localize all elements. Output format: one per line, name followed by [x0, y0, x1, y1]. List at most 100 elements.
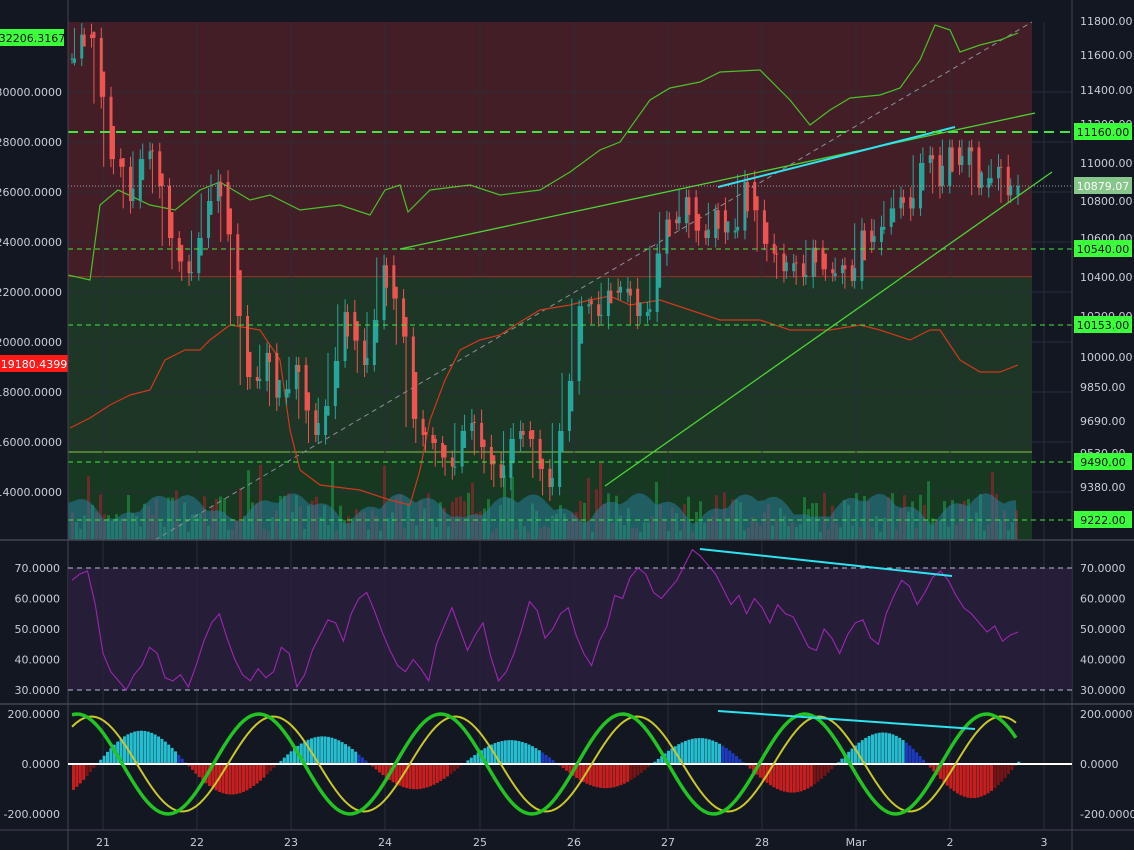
level-badge: 9222.00: [1074, 511, 1132, 528]
macd-hist-bar: [952, 764, 956, 792]
macd-hist-bar: [711, 740, 715, 764]
x-axis-tick-label: 2: [947, 836, 954, 849]
macd-hist-bar: [429, 764, 432, 787]
macd-hist-bar: [993, 764, 997, 789]
macd-left-tick: -200.0000: [4, 808, 60, 821]
macd-hist-bar: [728, 750, 732, 764]
macd-hist-bar: [667, 750, 670, 764]
candle-body: [599, 315, 603, 317]
macd-hist-bar: [191, 764, 194, 771]
right-axis-tick-label: 9690.00: [1080, 415, 1126, 428]
macd-hist-bar: [731, 753, 735, 764]
level-badge-text: 9490.00: [1080, 456, 1126, 469]
candle-body: [246, 316, 250, 377]
macd-hist-bar: [578, 764, 582, 781]
candle-body: [343, 312, 347, 361]
candle-body: [160, 173, 164, 186]
rsi-left-tick: 30.0000: [15, 684, 61, 697]
candle-body: [811, 247, 815, 277]
level-badge-bg: [1074, 240, 1132, 257]
macd-hist-bar: [374, 764, 378, 770]
macd-hist-bar: [78, 764, 82, 784]
candle-body: [324, 406, 328, 435]
macd-hist-bar: [656, 758, 660, 764]
candle-body: [316, 423, 320, 435]
macd-hist-bar: [616, 764, 619, 787]
macd-hist-bar: [1017, 761, 1021, 764]
candle-body: [821, 247, 825, 270]
candle-body: [404, 317, 408, 337]
macd-hist-bar: [435, 764, 439, 783]
macd-hist-bar: [565, 764, 568, 771]
candle-body: [967, 147, 971, 165]
macd-hist-bar: [629, 764, 633, 780]
macd-hist-bar: [323, 736, 327, 764]
macd-hist-bar: [150, 732, 154, 764]
candle-body: [587, 304, 591, 307]
macd-hist-bar: [439, 764, 443, 781]
macd-hist-bar: [867, 736, 871, 764]
macd-hist-bar: [231, 764, 235, 795]
volume-bar: [587, 477, 590, 540]
macd-hist-bar: [357, 754, 361, 764]
macd-hist-bar: [425, 764, 429, 788]
macd-hist-bar: [588, 764, 592, 786]
candle-body: [150, 150, 154, 152]
candle-body: [567, 381, 571, 431]
level-badge-bg: [1074, 123, 1132, 140]
candle-body: [285, 389, 289, 398]
macd-hist-bar: [133, 731, 137, 764]
candle-body: [714, 210, 718, 238]
macd-hist-bar: [405, 764, 409, 789]
candle-body: [99, 38, 103, 97]
candle-body: [794, 262, 798, 264]
macd-hist-bar: [180, 758, 184, 764]
macd-hist-bar: [225, 764, 228, 795]
candle-body: [463, 431, 467, 448]
candle-body: [706, 229, 710, 238]
macd-hist-bar: [72, 764, 75, 790]
left-axis-tick-label: 18000.0000: [0, 386, 62, 399]
macd-right-tick: 200.0000: [1080, 708, 1133, 721]
candle-body: [433, 439, 437, 443]
candle-body: [570, 381, 574, 412]
macd-hist-bar: [238, 764, 242, 794]
macd-hist-bar: [194, 764, 198, 774]
macd-right-tick: 0.0000: [1080, 758, 1119, 771]
left-axis-tick-label: 14000.0000: [0, 486, 62, 499]
macd-hist-bar: [500, 741, 504, 764]
candle-body: [385, 265, 389, 288]
macd-hist-bar: [595, 764, 599, 788]
candle-body: [977, 147, 981, 188]
macd-hist-bar: [507, 740, 511, 764]
candle-body: [180, 244, 184, 262]
candle-body: [950, 147, 954, 172]
macd-hist-bar: [85, 764, 89, 777]
macd-hist-bar: [299, 743, 303, 764]
macd-hist-bar: [381, 764, 385, 776]
rsi-right-tick: 50.0000: [1080, 623, 1126, 636]
candle-body: [443, 445, 447, 458]
macd-hist-bar: [208, 764, 211, 786]
macd-hist-bar: [378, 764, 381, 773]
macd-hist-bar: [197, 764, 201, 778]
candle-body: [109, 96, 113, 160]
candle-body: [658, 253, 662, 288]
macd-hist-bar: [412, 764, 415, 790]
macd-hist-bar: [653, 761, 657, 764]
macd-hist-bar: [272, 764, 276, 768]
macd-hist-bar: [551, 760, 555, 764]
macd-hist-bar: [364, 760, 368, 764]
candle-body: [823, 253, 827, 270]
candle-body: [307, 392, 310, 411]
candle-body: [733, 230, 737, 233]
candle-body: [141, 159, 145, 181]
left-axis-tick-label: 26000.0000: [0, 186, 62, 199]
candle-body: [258, 379, 262, 381]
macd-hist-bar: [918, 755, 922, 764]
macd-hist-bar: [894, 735, 898, 764]
candle-body: [394, 286, 398, 299]
candle-body: [187, 261, 191, 274]
rsi-left-tick: 70.0000: [15, 562, 61, 575]
